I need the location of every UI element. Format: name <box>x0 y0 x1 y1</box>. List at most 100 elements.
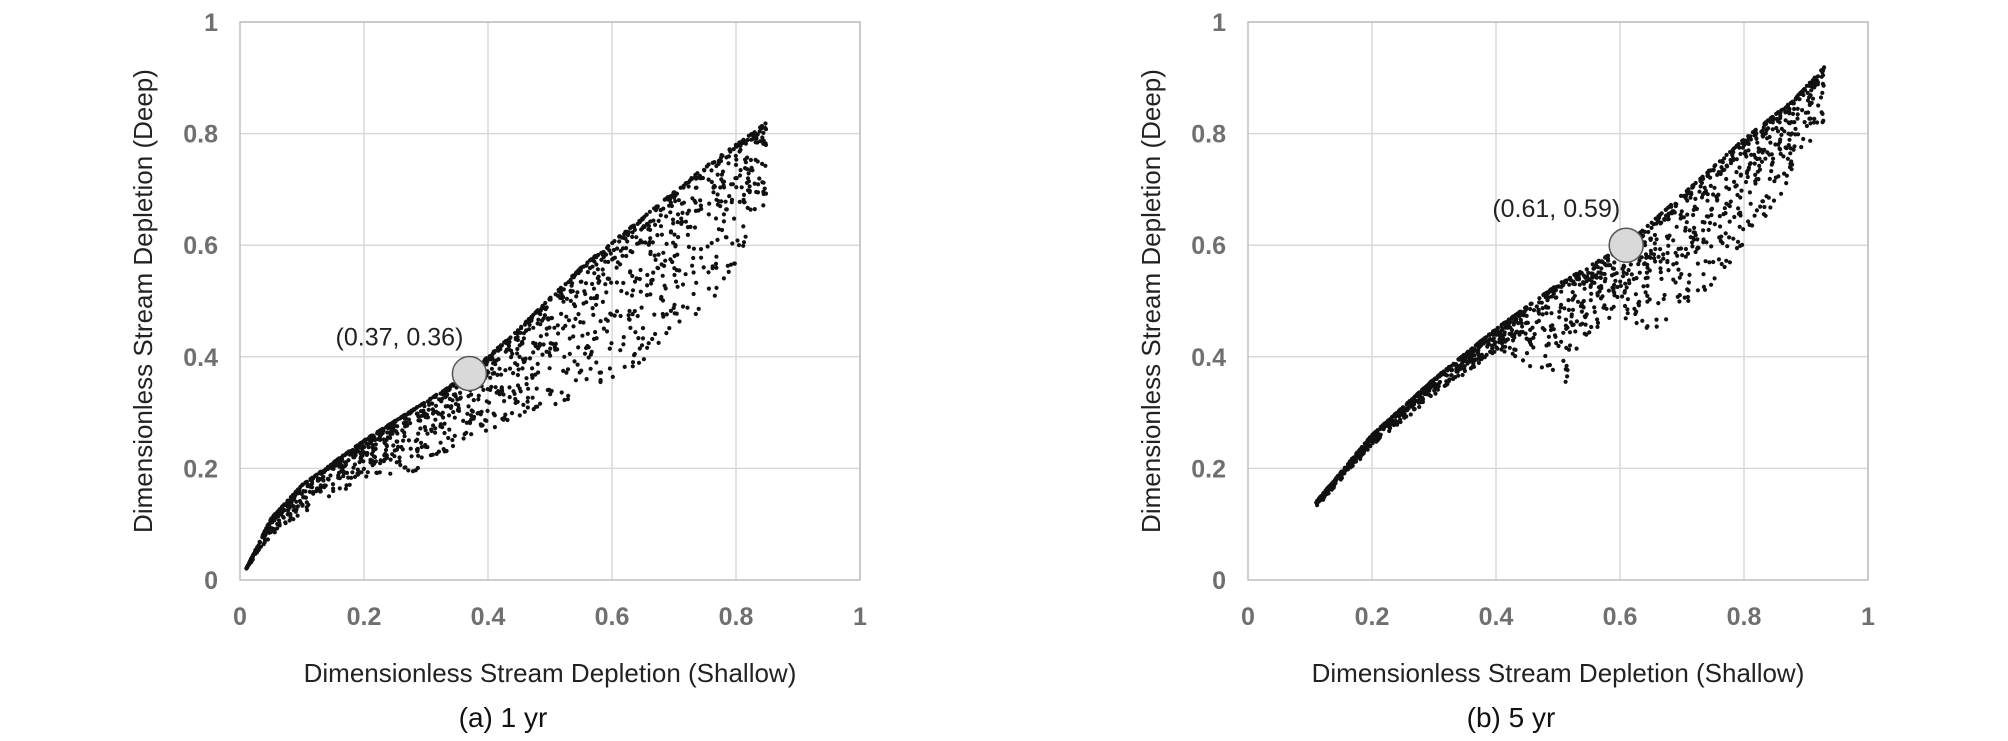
data-point <box>1752 213 1757 218</box>
data-point <box>639 305 644 310</box>
data-point <box>1811 120 1816 125</box>
data-point <box>1429 379 1434 384</box>
data-point <box>1748 201 1753 206</box>
data-point <box>449 404 454 409</box>
data-point <box>487 400 492 405</box>
data-point <box>655 233 660 238</box>
data-point <box>1803 110 1808 115</box>
data-point <box>548 346 553 351</box>
data-point <box>1518 317 1523 323</box>
data-point <box>734 176 739 181</box>
data-point <box>1588 283 1593 288</box>
data-point <box>605 318 610 323</box>
data-point <box>741 243 746 248</box>
data-point <box>1589 291 1594 296</box>
data-point <box>592 296 597 301</box>
data-point <box>747 184 752 189</box>
data-point <box>401 438 406 443</box>
data-point <box>1665 217 1671 222</box>
data-point <box>1808 121 1813 126</box>
data-point <box>1737 224 1742 229</box>
data-point <box>349 475 354 480</box>
data-point <box>501 392 506 397</box>
data-point <box>662 263 667 268</box>
data-point <box>307 489 312 494</box>
data-point <box>712 183 717 188</box>
data-point <box>1652 241 1657 246</box>
data-point <box>1366 437 1371 442</box>
data-point <box>651 270 656 275</box>
data-point <box>660 298 666 303</box>
data-point <box>1360 452 1365 457</box>
data-point <box>261 542 266 547</box>
data-point <box>679 216 684 221</box>
data-point <box>479 409 484 414</box>
data-point <box>741 240 747 245</box>
data-point <box>1559 339 1564 344</box>
data-point <box>1712 276 1717 281</box>
data-point <box>452 433 457 438</box>
data-point <box>1460 372 1465 378</box>
data-point <box>1767 176 1772 181</box>
data-point <box>741 137 746 142</box>
data-point <box>536 317 541 322</box>
data-point <box>561 368 566 373</box>
data-point <box>1755 140 1760 145</box>
data-point <box>674 191 680 196</box>
data-point <box>503 412 508 417</box>
data-point <box>680 304 686 309</box>
data-point <box>721 276 727 281</box>
panel-caption: (a) 1 yr <box>459 702 548 733</box>
data-point <box>1569 312 1574 317</box>
data-point <box>1436 381 1441 386</box>
data-point <box>1346 463 1351 468</box>
data-point <box>1695 237 1700 242</box>
data-point <box>681 185 686 190</box>
data-point <box>294 499 299 504</box>
data-point <box>1573 329 1578 334</box>
data-point <box>1613 278 1618 283</box>
data-point <box>739 185 744 190</box>
data-point <box>1771 156 1776 161</box>
data-point <box>639 343 645 348</box>
data-point <box>620 246 626 251</box>
data-point <box>1583 322 1588 327</box>
data-point <box>421 408 426 413</box>
data-point <box>1681 215 1686 220</box>
data-point <box>632 351 637 357</box>
data-point <box>451 410 456 415</box>
x-tick-label: 0.2 <box>1355 603 1390 631</box>
data-point <box>433 417 438 422</box>
data-point <box>598 370 604 375</box>
data-point <box>1537 300 1542 305</box>
data-point <box>425 415 430 420</box>
data-point <box>1398 407 1403 412</box>
data-point <box>515 351 520 356</box>
data-point <box>663 258 668 263</box>
data-point <box>1604 306 1609 311</box>
data-point <box>1736 206 1741 211</box>
data-point <box>1715 193 1720 198</box>
data-point <box>1624 285 1629 290</box>
data-point <box>1656 254 1661 259</box>
data-point <box>603 282 608 287</box>
data-point <box>1781 154 1786 159</box>
data-point <box>346 451 351 456</box>
data-point <box>1615 294 1620 300</box>
data-point <box>1815 120 1820 125</box>
data-point <box>621 342 626 347</box>
data-point <box>263 538 268 543</box>
data-point <box>368 434 373 439</box>
data-point <box>581 320 586 325</box>
data-point <box>1592 309 1597 315</box>
data-point <box>719 155 724 160</box>
data-point <box>1767 134 1772 140</box>
data-point <box>1507 345 1512 350</box>
data-point <box>737 149 742 154</box>
data-point <box>520 341 525 346</box>
data-point <box>382 457 387 462</box>
data-point <box>443 393 448 398</box>
data-point <box>343 486 348 491</box>
y-axis-label: Dimensionless Stream Depletion (Deep) <box>1136 69 1166 533</box>
data-point <box>484 362 489 367</box>
